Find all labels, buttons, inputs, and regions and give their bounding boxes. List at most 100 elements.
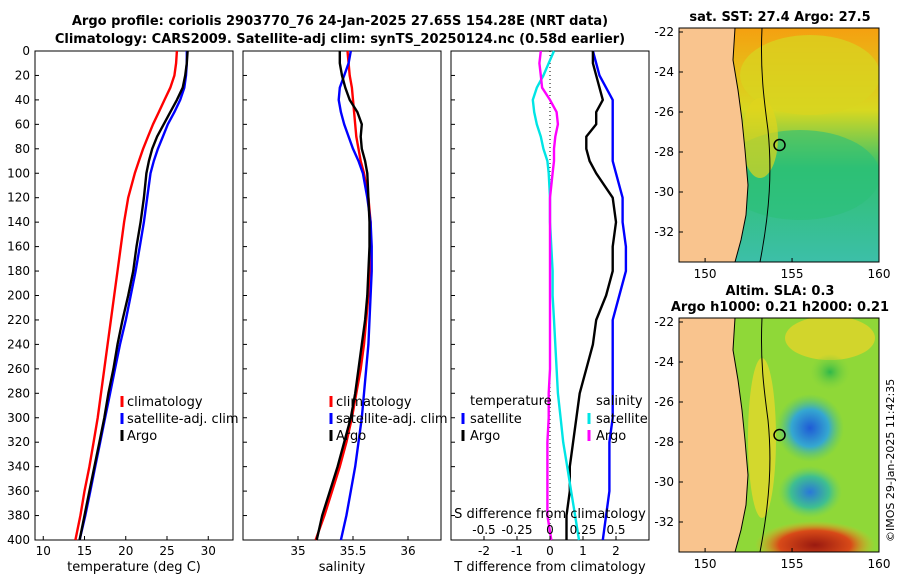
sla-low-blob (755, 521, 875, 552)
depth-tick-label: 60 (15, 117, 30, 131)
series-line-satellite-adj-clim (337, 50, 373, 541)
map-y-tick-label: -26 (654, 105, 674, 119)
depth-tick-label: 380 (7, 509, 30, 523)
map-y-tick-label: -24 (654, 355, 674, 369)
x-tick-label: 35 (290, 544, 305, 558)
depth-tick-label: 220 (7, 313, 30, 327)
map-x-tick-label: 155 (781, 557, 804, 571)
x-tick-label: 10 (36, 544, 51, 558)
argo-float-marker-sst (773, 138, 786, 152)
sla-map-title-1: Altim. SLA: 0.3 (725, 284, 835, 299)
land-mask-sst (679, 28, 748, 262)
x-tick-label: 35.5 (340, 544, 367, 558)
x-tick-label: 20 (118, 544, 133, 558)
depth-tick-label: 160 (7, 240, 30, 254)
map-y-tick-label: -28 (654, 145, 674, 159)
map-y-tick-label: -22 (654, 25, 674, 39)
temperature-panel: 10 15 20 25 30 temperature (deg C) climatolo… (34, 50, 239, 575)
sla-current-band (748, 358, 776, 518)
legend-label: satellite-adj. clim (127, 412, 239, 427)
legend-label: climatology (127, 395, 203, 410)
sla-map: 150 155 160 -22 -24 -26 -28 -30 -32 (654, 315, 890, 571)
coastline-sla (732, 318, 749, 552)
depth-tick-label: 0 (22, 44, 30, 58)
isobath-sla (759, 318, 771, 552)
legend-title-salinity: salinity (596, 394, 643, 409)
x-tick-label: 1 (579, 544, 587, 558)
series-line-climatology (74, 50, 179, 541)
sla-map-frame (678, 317, 880, 553)
depth-tick-label: 140 (7, 215, 30, 229)
legend-label: Argo (336, 429, 366, 444)
sla-high-patch (785, 318, 875, 360)
legend-label: climatology (336, 395, 412, 410)
series-line-argo (315, 51, 371, 541)
depth-tick-label: 340 (7, 460, 30, 474)
map-y-tick-label: -32 (654, 515, 674, 529)
difference-panel: -2 -1 0 1 2 -0.5 -0.25 0 0.25 0.5 S difference f… (450, 50, 650, 575)
map-x-tick-label: 155 (781, 267, 804, 281)
depth-tick-label: 120 (7, 191, 30, 205)
salinity-axes (242, 50, 442, 541)
x-tick-label: 15 (77, 544, 92, 558)
depth-tick-label: 200 (7, 289, 30, 303)
map-x-tick-label: 160 (868, 267, 891, 281)
map-y-tick-label: -30 (654, 475, 674, 489)
depth-tick-label: 400 (7, 533, 30, 547)
depth-tick-label: 100 (7, 166, 30, 180)
map-y-tick-label: -22 (654, 315, 674, 329)
map-x-tick-label: 150 (694, 267, 717, 281)
s-tick-label: 0.25 (570, 523, 597, 537)
isobath-sst (759, 28, 771, 262)
sla-eddy-1 (776, 394, 844, 462)
s-tick-label: 0.5 (606, 523, 625, 537)
series-line-s-argo (538, 50, 560, 541)
x-tick-label: -1 (511, 544, 523, 558)
depth-tick-label: 260 (7, 362, 30, 376)
depth-tick-label: 360 (7, 484, 30, 498)
x-tick-label: 25 (159, 544, 174, 558)
legend-label: Argo (596, 429, 626, 444)
depth-tick-label: 320 (7, 435, 30, 449)
x-tick-label: 0 (546, 544, 554, 558)
depth-tick-label: 40 (15, 93, 30, 107)
sla-map-title-2: Argo h1000: 0.21 h2000: 0.21 (670, 300, 890, 315)
depth-tick-label: 300 (7, 411, 30, 425)
sst-current-band (742, 98, 778, 178)
map-y-tick-label: -24 (654, 65, 674, 79)
map-y-tick-label: -28 (654, 435, 674, 449)
depth-axis: 0 20 40 60 80 100 120 140 160 180 200 220 240 260 280 3… (7, 44, 30, 547)
depth-tick-label: 20 (15, 68, 30, 82)
figure-title-line2: Climatology: CARS2009. Satellite-adj cli… (54, 32, 626, 47)
legend-label: satellite (470, 412, 522, 427)
salinity-panel: 35 35.5 36 salinity climatology satellite-a… (242, 50, 448, 575)
figure-title-line1: Argo profile: coriolis 2903770_76 24-Jan… (71, 14, 609, 29)
sla-green-blob (810, 354, 850, 390)
sst-warm-patch (740, 35, 879, 115)
depth-tick-label: 240 (7, 337, 30, 351)
x-tick-label: 2 (612, 544, 620, 558)
t-difference-xlabel: T difference from climatology (453, 560, 646, 575)
map-y-tick-label: -32 (654, 225, 674, 239)
map-x-tick-label: 150 (694, 557, 717, 571)
coastline-sst (732, 28, 749, 262)
x-tick-label: 30 (201, 544, 216, 558)
salinity-xlabel: salinity (319, 560, 366, 575)
depth-tick-label: 80 (15, 142, 30, 156)
s-tick-label: 0 (546, 523, 554, 537)
series-line-t-satellite (591, 50, 628, 541)
depth-tick-label: 280 (7, 386, 30, 400)
legend-label: satellite (596, 412, 648, 427)
x-tick-label: 36 (400, 544, 415, 558)
s-tick-label: -0.5 (472, 523, 495, 537)
map-y-tick-label: -30 (654, 185, 674, 199)
series-line-argo (78, 50, 189, 541)
map-x-tick-label: 160 (868, 557, 891, 571)
map-y-tick-label: -26 (654, 395, 674, 409)
argo-float-marker-sla (773, 428, 786, 442)
sst-map-title: sat. SST: 27.4 Argo: 27.5 (689, 10, 871, 25)
temperature-xlabel: temperature (deg C) (67, 560, 201, 575)
land-mask-sla (679, 318, 748, 552)
legend-title-temperature: temperature (470, 394, 552, 409)
